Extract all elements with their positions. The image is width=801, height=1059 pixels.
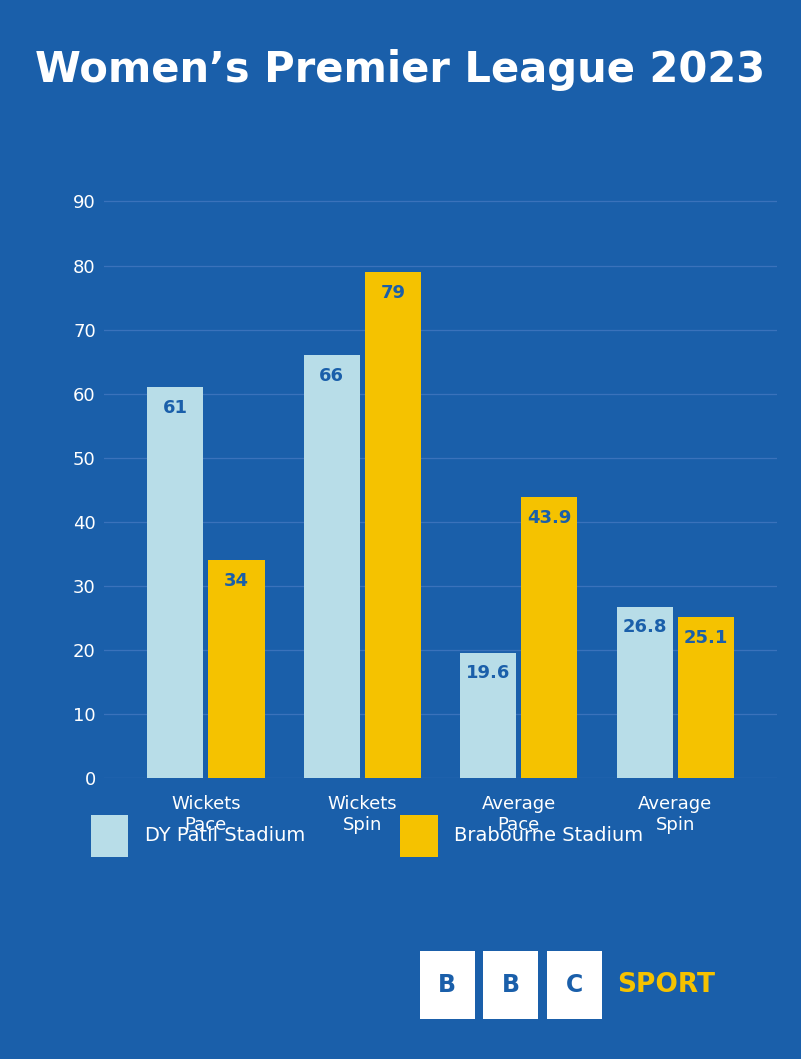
- Text: 79: 79: [380, 284, 405, 302]
- Text: 25.1: 25.1: [683, 629, 728, 647]
- Bar: [400, 815, 437, 857]
- Text: B: B: [501, 973, 520, 997]
- Bar: [547, 951, 602, 1019]
- Bar: [678, 617, 734, 778]
- Bar: [484, 951, 538, 1019]
- Text: 66: 66: [320, 366, 344, 384]
- Bar: [521, 497, 578, 778]
- Bar: [304, 356, 360, 778]
- Text: 34: 34: [223, 572, 249, 590]
- Text: C: C: [566, 973, 583, 997]
- Text: B: B: [438, 973, 457, 997]
- Bar: [91, 815, 128, 857]
- Text: 61: 61: [163, 399, 187, 417]
- Text: 26.8: 26.8: [622, 618, 667, 636]
- Bar: [617, 607, 673, 778]
- Bar: [420, 951, 475, 1019]
- Text: 43.9: 43.9: [527, 508, 571, 526]
- Bar: [208, 560, 264, 778]
- Bar: [364, 272, 421, 778]
- Text: Women’s Premier League 2023: Women’s Premier League 2023: [35, 49, 766, 91]
- Text: DY Patil Stadium: DY Patil Stadium: [145, 826, 305, 845]
- Text: SPORT: SPORT: [618, 972, 715, 998]
- Text: 19.6: 19.6: [466, 664, 510, 682]
- Bar: [460, 652, 517, 778]
- Bar: [147, 388, 203, 778]
- Text: Brabourne Stadium: Brabourne Stadium: [454, 826, 643, 845]
